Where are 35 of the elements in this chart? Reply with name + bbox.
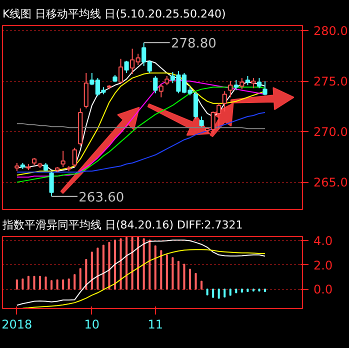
- chart-title: 指数平滑异同平均线 日(84.20.16) DIFF:2.7321: [2, 218, 243, 232]
- candlestick: [245, 76, 250, 86]
- candlestick: [199, 116, 204, 128]
- candlestick: [256, 78, 262, 89]
- candlestick: [72, 147, 77, 168]
- x-tick-label: 11: [148, 318, 164, 332]
- candlestick: [84, 72, 88, 109]
- annotation: 263.60: [78, 190, 124, 206]
- candlestick: [49, 172, 54, 197]
- candlestick: [262, 80, 268, 96]
- candlestick: [222, 90, 227, 112]
- candlestick: [240, 78, 244, 90]
- y-tick-label: 0.0: [314, 282, 333, 297]
- y-tick-label: 2.0: [314, 258, 333, 272]
- y-tick-label: 275.0: [314, 74, 348, 89]
- line-series: [22, 249, 266, 308]
- y-tick-label: 265.0: [314, 176, 348, 190]
- candlestick: [60, 150, 66, 168]
- candlestick: [118, 58, 124, 84]
- candlestick: [251, 78, 256, 89]
- candlestick: [193, 92, 198, 120]
- candlestick: [153, 76, 158, 94]
- candlestick: [228, 80, 233, 98]
- candlestick: [164, 76, 170, 86]
- x-tick-label: 2018: [2, 318, 32, 332]
- chart-title: K线图 日移动平均线 日(5.10.20.25.50.240): [2, 8, 226, 20]
- y-tick-label: 280.0: [314, 24, 348, 38]
- y-tick-label: 4.0: [314, 234, 333, 248]
- annotation: 278.80: [170, 36, 216, 52]
- candlestick: [124, 60, 129, 74]
- candlestick: [234, 80, 238, 91]
- candlestick: [158, 84, 164, 98]
- y-tick-label: 270.0: [314, 125, 348, 140]
- line-series: [16, 240, 266, 306]
- x-tick-label: 10: [84, 318, 100, 332]
